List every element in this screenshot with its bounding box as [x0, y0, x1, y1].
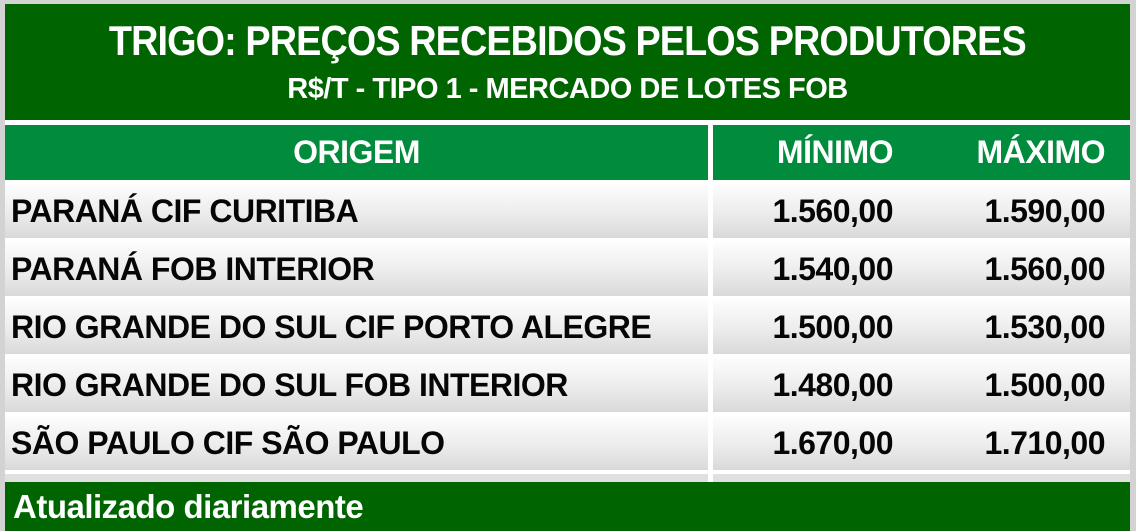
- cell-min: 1.560,00: [713, 184, 903, 238]
- page-subtitle: R$/T - TIPO 1 - MERCADO DE LOTES FOB: [287, 73, 848, 105]
- cell-min: 1.670,00: [713, 416, 903, 470]
- cell-origin: PARANÁ CIF CURITIBA: [5, 184, 708, 238]
- title-block: TRIGO: PREÇOS RECEBIDOS PELOS PRODUTORES…: [5, 4, 1130, 120]
- cell-origin: RIO GRANDE DO SUL FOB INTERIOR: [5, 358, 708, 412]
- cell-min: 1.540,00: [713, 242, 903, 296]
- table-header-row: ORIGEM MÍNIMO MÁXIMO: [5, 125, 1130, 180]
- cell-max: 1.590,00: [903, 184, 1130, 238]
- table-row: RIO GRANDE DO SUL CIF PORTO ALEGRE 1.500…: [5, 300, 1130, 354]
- footer-bar: Atualizado diariamente: [5, 482, 1130, 531]
- page-title: TRIGO: PREÇOS RECEBIDOS PELOS PRODUTORES: [109, 17, 1027, 64]
- bottom-strip: [5, 474, 1130, 482]
- table-frame: TRIGO: PREÇOS RECEBIDOS PELOS PRODUTORES…: [5, 4, 1130, 531]
- column-header-origin: ORIGEM: [5, 125, 708, 180]
- cell-min: 1.480,00: [713, 358, 903, 412]
- table-row: SÃO PAULO CIF SÃO PAULO 1.670,00 1.710,0…: [5, 416, 1130, 470]
- cell-max: 1.560,00: [903, 242, 1130, 296]
- cell-max: 1.710,00: [903, 416, 1130, 470]
- table-row: PARANÁ CIF CURITIBA 1.560,00 1.590,00: [5, 184, 1130, 238]
- table-row: PARANÁ FOB INTERIOR 1.540,00 1.560,00: [5, 242, 1130, 296]
- table-row: RIO GRANDE DO SUL FOB INTERIOR 1.480,00 …: [5, 358, 1130, 412]
- column-header-max: MÁXIMO: [903, 125, 1130, 180]
- cell-max: 1.500,00: [903, 358, 1130, 412]
- cell-origin: RIO GRANDE DO SUL CIF PORTO ALEGRE: [5, 300, 708, 354]
- footer-note: Atualizado diariamente: [13, 488, 364, 525]
- column-header-min: MÍNIMO: [713, 125, 903, 180]
- cell-origin: SÃO PAULO CIF SÃO PAULO: [5, 416, 708, 470]
- cell-max: 1.530,00: [903, 300, 1130, 354]
- cell-origin: PARANÁ FOB INTERIOR: [5, 242, 708, 296]
- cell-min: 1.500,00: [713, 300, 903, 354]
